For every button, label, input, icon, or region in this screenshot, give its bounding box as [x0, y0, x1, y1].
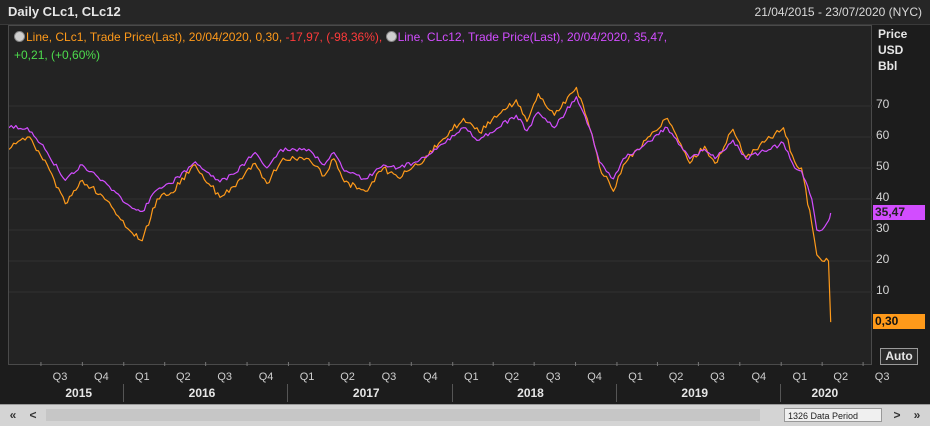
last-value-label-clc1: 0,30 — [873, 314, 925, 330]
series-line-clc12[interactable] — [9, 96, 832, 232]
navigation-bar: « < 1326 Data Period > » — [0, 404, 930, 426]
title-bar: Daily CLc1, CLc12 21/04/2015 - 23/07/202… — [0, 0, 930, 25]
y-tick-label: 70 — [876, 97, 890, 111]
quarter-label: Q3 — [217, 371, 233, 383]
last-page-button[interactable]: » — [913, 408, 921, 422]
legend-clc1-text[interactable]: Line, CLc1, Trade Price(Last), 20/04/202… — [26, 30, 283, 44]
clock-icon[interactable] — [14, 31, 25, 42]
legend-clc12-change: +0,21, (+0,60%) — [14, 48, 101, 62]
y-tick-label: 20 — [876, 252, 890, 266]
y-axis-label-currency: USD — [878, 43, 904, 57]
year-label: 2020 — [811, 386, 839, 400]
quarter-label: Q4 — [94, 371, 109, 383]
year-label: 2016 — [188, 386, 216, 400]
y-axis-label-unit: Bbl — [878, 59, 898, 73]
quarter-label: Q1 — [792, 371, 808, 383]
quarter-label: Q2 — [668, 371, 684, 383]
year-separator — [615, 384, 617, 402]
x-axis: Q3 Q4 Q1 Q2 Q3 Q4 Q1 Q2 Q3 Q4 Q1 Q2 Q3 Q4 Q1 Q2 Q3 Q4 Q1 Q2… — [8, 366, 889, 404]
quarter-label: Q2 — [833, 371, 849, 383]
quarter-label: Q4 — [258, 371, 274, 383]
next-page-button[interactable]: > — [893, 408, 901, 422]
year-label: 2018 — [517, 386, 544, 400]
y-axis-header: Price USD Bbl — [878, 26, 907, 74]
time-scrollbar[interactable] — [46, 409, 760, 421]
legend-clc1-change: -17,97, (-98,36%), — [285, 30, 383, 44]
quarter-label: Q4 — [751, 371, 767, 383]
quarter-label: Q4 — [587, 371, 602, 383]
year-separator — [451, 384, 453, 402]
date-range: 21/04/2015 - 23/07/2020 (NYC) — [754, 5, 922, 19]
chart-title: Daily CLc1, CLc12 — [8, 4, 121, 19]
year-separator — [780, 384, 782, 402]
quarter-label: Q1 — [299, 371, 315, 383]
quarter-label: Q2 — [340, 371, 355, 383]
legend: Line, CLc1, Trade Price(Last), 20/04/202… — [14, 28, 814, 64]
year-separator — [287, 384, 289, 402]
quarter-label: Q3 — [710, 371, 725, 383]
quarter-label: Q2 — [504, 371, 520, 383]
year-label: 2017 — [352, 386, 380, 400]
legend-clc12-text[interactable]: Line, CLc12, Trade Price(Last), 20/04/20… — [397, 30, 668, 44]
y-tick-label: 50 — [876, 159, 890, 173]
year-label: 2019 — [681, 386, 709, 400]
y-tick-label: 30 — [876, 221, 890, 235]
y-axis-label-price: Price — [878, 27, 908, 41]
quarter-label: Q2 — [175, 371, 191, 383]
year-separator — [122, 384, 124, 402]
auto-scale-button[interactable]: Auto — [880, 348, 918, 365]
first-page-button[interactable]: « — [9, 408, 17, 422]
quarter-label: Q1 — [628, 371, 643, 383]
quarter-label: Q3 — [381, 371, 397, 383]
price-chart-svg[interactable] — [9, 26, 873, 366]
clock-icon[interactable] — [385, 31, 397, 42]
data-period-field[interactable]: 1326 Data Period — [784, 408, 882, 422]
y-tick-label: 60 — [876, 128, 890, 142]
last-value-label-clc12: 35,47 — [873, 205, 925, 221]
prev-page-button[interactable]: < — [29, 408, 37, 422]
quarter-label: Q3 — [874, 371, 890, 383]
quarter-label: Q4 — [423, 371, 438, 383]
quarter-label: Q1 — [463, 371, 479, 383]
plot-area[interactable] — [8, 25, 873, 366]
quarter-label: Q1 — [135, 371, 150, 383]
quarter-label: Q3 — [545, 371, 561, 383]
series-line-clc1[interactable] — [9, 86, 832, 323]
year-label: 2015 — [65, 386, 93, 400]
y-tick-label: 40 — [876, 190, 890, 204]
quarter-label: Q3 — [52, 371, 68, 383]
y-tick-label: 10 — [876, 283, 890, 297]
